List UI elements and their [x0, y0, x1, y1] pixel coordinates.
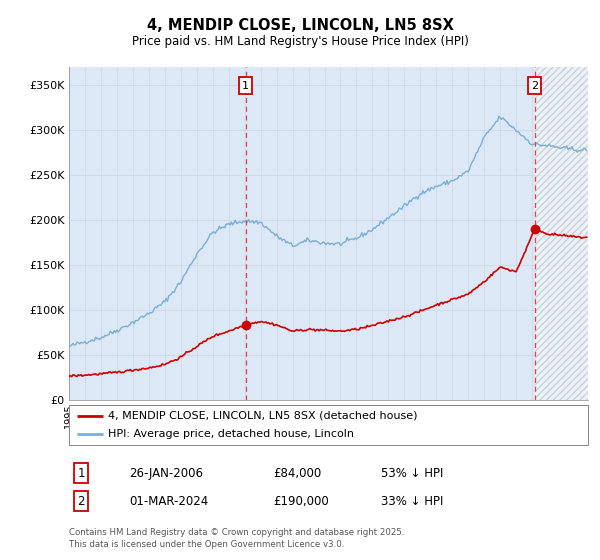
- Text: 26-JAN-2006: 26-JAN-2006: [129, 466, 203, 480]
- Text: £84,000: £84,000: [273, 466, 321, 480]
- Text: 2: 2: [531, 81, 538, 91]
- Bar: [535, 67, 588, 400]
- Text: HPI: Average price, detached house, Lincoln: HPI: Average price, detached house, Linc…: [108, 430, 354, 439]
- Text: 4, MENDIP CLOSE, LINCOLN, LN5 8SX (detached house): 4, MENDIP CLOSE, LINCOLN, LN5 8SX (detac…: [108, 411, 418, 421]
- Text: 1: 1: [77, 466, 85, 480]
- Text: £190,000: £190,000: [273, 494, 329, 508]
- Text: 33% ↓ HPI: 33% ↓ HPI: [381, 494, 443, 508]
- Text: 53% ↓ HPI: 53% ↓ HPI: [381, 466, 443, 480]
- Text: Contains HM Land Registry data © Crown copyright and database right 2025.
This d: Contains HM Land Registry data © Crown c…: [69, 528, 404, 549]
- Text: 1: 1: [242, 81, 249, 91]
- Text: 01-MAR-2024: 01-MAR-2024: [129, 494, 208, 508]
- Text: 2: 2: [77, 494, 85, 508]
- Text: Price paid vs. HM Land Registry's House Price Index (HPI): Price paid vs. HM Land Registry's House …: [131, 35, 469, 49]
- Text: 4, MENDIP CLOSE, LINCOLN, LN5 8SX: 4, MENDIP CLOSE, LINCOLN, LN5 8SX: [146, 18, 454, 32]
